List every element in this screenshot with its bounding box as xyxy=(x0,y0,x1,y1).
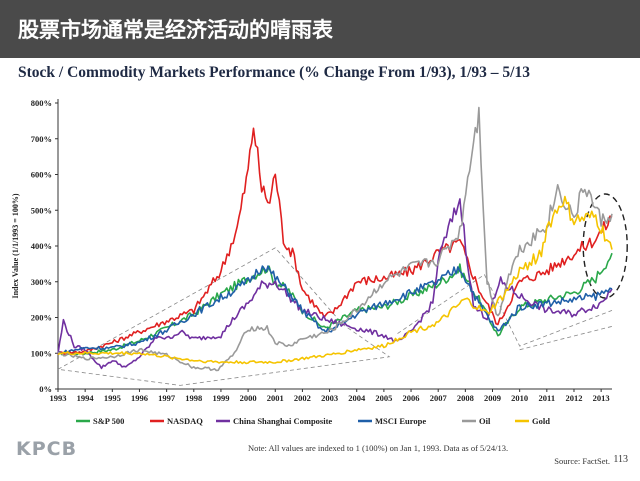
x-tick-label: 2002 xyxy=(294,393,311,403)
trend-annotations xyxy=(57,193,628,386)
legend-label: MSCI Europe xyxy=(375,416,426,426)
x-tick-label: 2006 xyxy=(403,393,420,403)
x-tick-label: 2005 xyxy=(375,393,392,403)
legend-label: Oil xyxy=(479,416,491,426)
y-tick-label: 200% xyxy=(31,313,52,323)
x-tick-label: 2008 xyxy=(457,393,474,403)
slide-title: 股票市场通常是经济活动的晴雨表 xyxy=(18,18,333,42)
legend-label: Gold xyxy=(532,416,550,426)
x-tick-label: 2007 xyxy=(430,393,448,403)
source-note: Source: FactSet. xyxy=(554,456,610,466)
x-tick-label: 1993 xyxy=(50,393,67,403)
x-tick-label: 1995 xyxy=(104,393,121,403)
header-bar: 股票市场通常是经济活动的晴雨表 xyxy=(0,0,640,58)
y-tick-label: 0% xyxy=(39,384,52,394)
x-tick-label: 1994 xyxy=(77,393,95,403)
chart-axes: 0% 100% 200% 300% 400% 500% 600% 700% 800% Index … xyxy=(11,98,612,403)
x-tick-label: 2001 xyxy=(267,393,284,403)
y-tick-label: 300% xyxy=(31,277,52,287)
chart-series xyxy=(57,106,613,372)
y-tick-label: 700% xyxy=(31,134,52,144)
series-line xyxy=(57,127,613,356)
y-axis-label: Index Value (1/1/1993 = 100%) xyxy=(11,193,20,298)
x-tick-label: 2000 xyxy=(240,393,257,403)
y-tick-label: 800% xyxy=(31,98,52,108)
kpcb-logo: KPCB xyxy=(16,438,78,460)
trend-line xyxy=(519,326,613,351)
page-number: 113 xyxy=(613,454,628,465)
y-tick-label: 400% xyxy=(31,241,52,251)
chart-title: Stock / Commodity Markets Performance (%… xyxy=(18,64,530,81)
footnote: Note: All values are indexed to 1 (100%)… xyxy=(248,443,509,453)
x-tick-label: 2003 xyxy=(321,393,338,403)
x-tick-label: 2012 xyxy=(565,393,582,403)
series-line xyxy=(57,265,613,355)
x-tick-label: 1998 xyxy=(185,393,202,403)
y-tick-label: 500% xyxy=(31,205,52,215)
x-tick-label: 2009 xyxy=(484,393,501,403)
legend-label: NASDAQ xyxy=(167,416,203,426)
x-tick-label: 1996 xyxy=(131,393,148,403)
x-tick-label: 2011 xyxy=(539,393,556,403)
trend-line xyxy=(397,274,613,347)
series-line xyxy=(57,195,613,365)
y-tick-label: 600% xyxy=(31,170,52,180)
x-tick-label: 1999 xyxy=(212,393,229,403)
series-line xyxy=(57,106,613,372)
trend-line xyxy=(57,247,391,386)
chart-legend: S&P 500 NASDAQ China Shanghai Composite MSC… xyxy=(76,416,550,426)
legend-label: China Shanghai Composite xyxy=(233,416,332,426)
y-tick-label: 100% xyxy=(31,348,52,358)
x-tick-label: 2004 xyxy=(348,393,366,403)
x-tick-label: 1997 xyxy=(158,393,176,403)
series-line xyxy=(57,198,613,370)
legend-label: S&P 500 xyxy=(93,416,124,426)
x-tick-label: 2010 xyxy=(511,393,528,403)
x-tick-label: 2013 xyxy=(593,393,610,403)
